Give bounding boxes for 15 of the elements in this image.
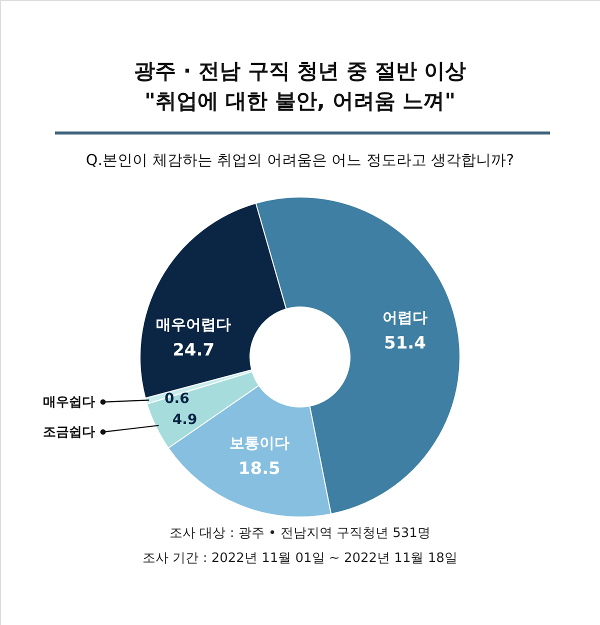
text: 조사 기간 : 2022년 11월 01일 ~ 2022년 11월 18일 (142, 551, 458, 566)
text: 광주 · 전남 구직 청년 중 절반 이상 (134, 59, 466, 83)
text: "취업에 대한 불안, 어려움 느껴" (144, 89, 456, 113)
chart-subtitle: Q.본인이 체감하는 취업의 어려움은 어느 정도라고 생각합니까? (86, 151, 514, 169)
slice-label: 매우쉽다 (43, 395, 95, 410)
data-label: 24.7 (172, 340, 215, 361)
data-label: 4.9 (172, 412, 198, 428)
slice-label: 매우어렵다 (156, 316, 232, 334)
data-label: 51.4 (384, 334, 426, 354)
slice-label: 보통이다 (229, 434, 290, 452)
text: 조사 대상 : 광주 • 전남지역 구직청년 531명 (170, 526, 430, 541)
data-label: 18.5 (238, 459, 280, 480)
slice-label: 조금쉽다 (43, 425, 95, 440)
data-label: 0.6 (164, 391, 190, 408)
slice-label: 어렵다 (382, 308, 428, 327)
